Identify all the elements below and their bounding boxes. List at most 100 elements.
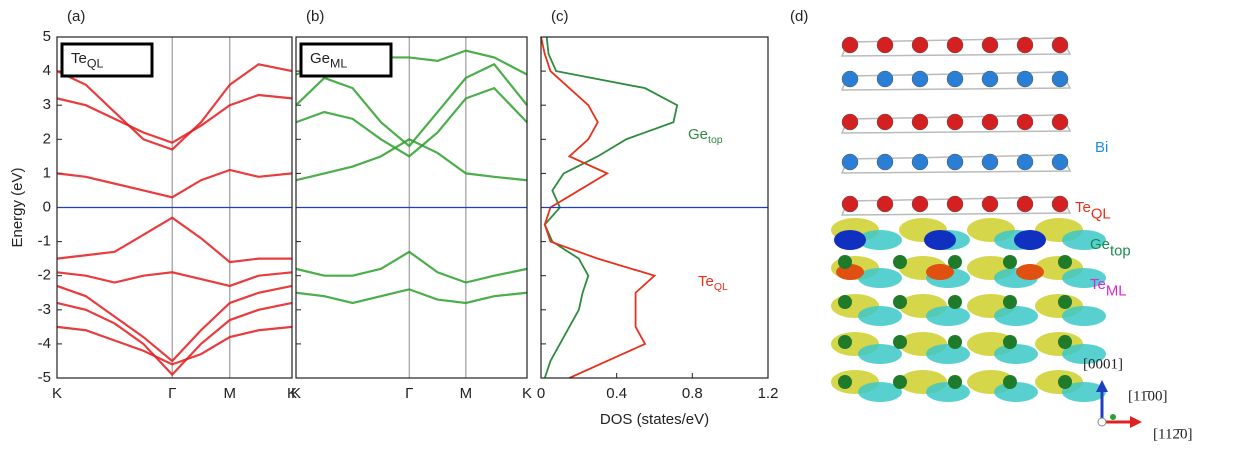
y-tick-label: 0 (43, 198, 51, 215)
atom-ge (948, 375, 962, 389)
atom-ge (1003, 295, 1017, 309)
y-tick-label: -1 (38, 233, 51, 250)
panel-label: (b) (306, 8, 324, 25)
atom (981, 195, 999, 213)
atom (946, 70, 964, 88)
atom (1016, 195, 1034, 213)
band (56, 301, 293, 377)
structure-label: TeQL (1075, 199, 1111, 223)
atom (876, 153, 894, 171)
inset-label: TeQL (71, 50, 103, 71)
atom (981, 70, 999, 88)
atom-ge (1003, 335, 1017, 349)
x-axis-label: DOS (states/eV) (600, 411, 709, 428)
direction-label: [11̄00] (1128, 388, 1167, 404)
atom (1051, 113, 1069, 131)
atom (876, 113, 894, 131)
plot-frame (56, 36, 293, 379)
panel-label: (a) (67, 8, 85, 25)
atom-ge (1058, 375, 1072, 389)
structure-label-main: Te (1075, 199, 1091, 216)
atom (876, 36, 894, 54)
band (295, 62, 528, 148)
x-tick-label: 1.2 (758, 385, 779, 402)
band (56, 284, 293, 363)
series-label-main: Te (698, 273, 714, 290)
orbital-lobe (858, 306, 902, 326)
y-tick-label: -3 (38, 301, 51, 318)
arrow-head (1096, 380, 1108, 392)
orbital-lobe (1062, 344, 1106, 364)
atom (946, 113, 964, 131)
panel-label: (d) (790, 8, 808, 25)
atom-ge (1003, 255, 1017, 269)
orbital-lobe (1062, 268, 1106, 288)
atom-ge (948, 335, 962, 349)
y-tick-label: 3 (43, 96, 51, 113)
inset-label-main: Ge (310, 50, 330, 67)
atom-ge (893, 255, 907, 269)
structure-label-main: Bi (1095, 139, 1108, 156)
x-tick-label: Γ (168, 385, 176, 402)
orbital-lobe (858, 344, 902, 364)
atom-ge (1058, 295, 1072, 309)
x-tick-label: K (287, 385, 297, 402)
axis-dot (1110, 414, 1116, 420)
atom (911, 195, 929, 213)
orbital-lobe (1062, 306, 1106, 326)
y-tick-label: -5 (38, 369, 51, 386)
structure-label: Bi (1095, 139, 1108, 156)
atom (841, 36, 859, 54)
orbital-lobe (858, 382, 902, 402)
band (56, 271, 293, 288)
band (295, 288, 528, 305)
y-tick-label: -4 (38, 335, 51, 352)
charge-hotspot (1014, 230, 1046, 250)
structure-label-main: Te (1090, 276, 1106, 293)
orbital-lobe (926, 344, 970, 364)
orbital-lobe (1062, 230, 1106, 250)
inset-label-sub: ML (330, 57, 347, 71)
band (56, 168, 293, 199)
atom-ge (1003, 375, 1017, 389)
atom (981, 113, 999, 131)
atom-ge (838, 375, 852, 389)
band (56, 93, 293, 144)
atom (841, 70, 859, 88)
atom-ge (838, 255, 852, 269)
band (295, 138, 528, 182)
band (56, 325, 293, 366)
series-label: Getop (688, 126, 723, 146)
x-tick-label: Γ (405, 385, 413, 402)
orbital-lobe (994, 382, 1038, 402)
x-tick-label: M (224, 385, 237, 402)
atom (876, 195, 894, 213)
inset-label: GeML (310, 50, 347, 71)
charge-hotspot (926, 264, 954, 280)
band (295, 250, 528, 284)
x-tick-label: M (460, 385, 473, 402)
series-label-sub: top (708, 134, 723, 146)
atom (1016, 153, 1034, 171)
x-tick-label: 0.8 (682, 385, 703, 402)
series-label: TeQL (698, 273, 728, 293)
band (56, 216, 292, 264)
orbital-lobe (994, 344, 1038, 364)
atom (1051, 195, 1069, 213)
atom (946, 153, 964, 171)
inset-box (299, 42, 393, 78)
atom (946, 36, 964, 54)
charge-hotspot (1016, 264, 1044, 280)
orbital-lobe (926, 306, 970, 326)
orbital-lobe (1062, 382, 1106, 402)
arrow-head (1130, 416, 1142, 428)
atom (911, 70, 929, 88)
orbital-lobe (858, 230, 902, 250)
y-tick-label: -2 (38, 267, 51, 284)
x-tick-label: K (522, 385, 532, 402)
series-label-main: Ge (688, 126, 708, 143)
x-tick-label: K (52, 385, 62, 402)
atom (841, 113, 859, 131)
orbital-lobe (994, 306, 1038, 326)
y-tick-label: 5 (43, 28, 51, 45)
